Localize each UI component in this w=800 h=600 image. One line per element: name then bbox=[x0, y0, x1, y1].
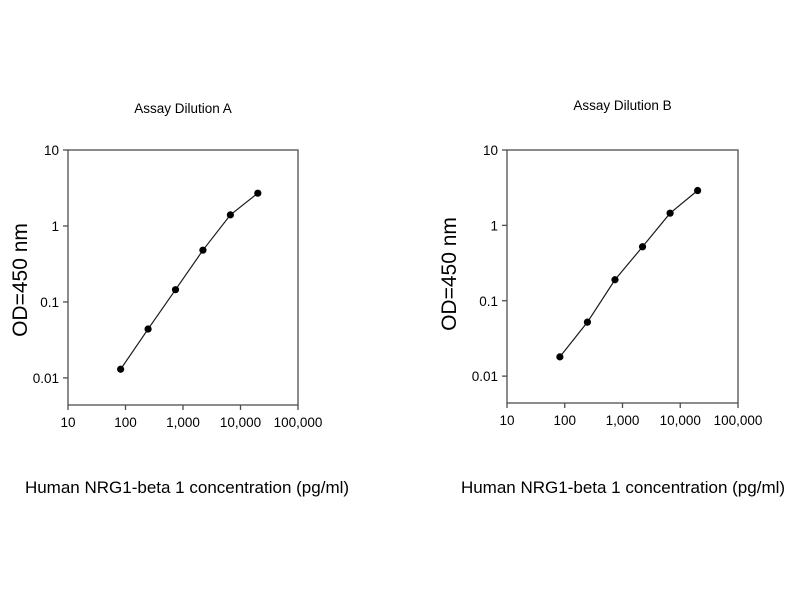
data-point-marker bbox=[583, 318, 592, 326]
data-point-marker bbox=[611, 276, 619, 284]
chart-a-plot-area: 10 100 1,000 10,000 100,000 10 1 0.1 0.01 bbox=[33, 143, 323, 430]
data-point-marker bbox=[117, 365, 125, 373]
data-point-marker bbox=[694, 186, 702, 195]
data-point-marker bbox=[171, 286, 180, 294]
data-point-marker bbox=[144, 325, 152, 333]
data-point-marker bbox=[254, 189, 262, 197]
data-point-marker bbox=[199, 246, 207, 254]
x-tick-label: 1,000 bbox=[606, 413, 640, 428]
x-tick-label: 100 bbox=[114, 415, 137, 430]
chart-a-x-axis-caption: Human NRG1-beta 1 concentration (pg/ml) bbox=[24, 478, 350, 497]
y-tick-label: 10 bbox=[483, 143, 498, 158]
chart-b-title: Assay Dilution B bbox=[573, 98, 672, 113]
y-tick-label: 0.1 bbox=[479, 294, 498, 309]
plot-frame bbox=[506, 149, 739, 404]
x-tick-label: 100,000 bbox=[274, 415, 323, 430]
x-tick-label: 10 bbox=[499, 413, 514, 428]
y-tick-label: 1 bbox=[490, 218, 498, 233]
x-tick-label: 1,000 bbox=[166, 415, 200, 430]
data-point-marker bbox=[556, 353, 564, 361]
x-tick-label: 10,000 bbox=[220, 415, 261, 430]
y-tick-label: 0.01 bbox=[472, 369, 498, 384]
data-point-marker bbox=[638, 243, 647, 251]
x-tick-label: 10,000 bbox=[660, 413, 701, 428]
data-point-marker bbox=[226, 211, 234, 219]
y-tick-label: 10 bbox=[44, 143, 59, 158]
x-tick-label: 100 bbox=[553, 413, 576, 428]
y-tick-label: 0.1 bbox=[40, 295, 59, 310]
chart-a-title: Assay Dilution A bbox=[134, 101, 232, 116]
chart-b-plot-area: 10 100 1,000 10,000 100,000 10 1 0.1 0.01 bbox=[472, 143, 763, 428]
x-tick-label: 10 bbox=[60, 415, 75, 430]
standard-curve-line bbox=[120, 192, 259, 370]
y-tick-label: 1 bbox=[51, 219, 59, 234]
x-tick-label: 100,000 bbox=[714, 413, 763, 428]
data-point-marker bbox=[666, 209, 674, 217]
chart-b-x-axis-caption: Human NRG1-beta 1 concentration (pg/ml) bbox=[460, 478, 786, 497]
y-tick-label: 0.01 bbox=[33, 371, 59, 386]
standard-curve-line bbox=[559, 190, 699, 358]
plot-frame bbox=[67, 149, 299, 406]
